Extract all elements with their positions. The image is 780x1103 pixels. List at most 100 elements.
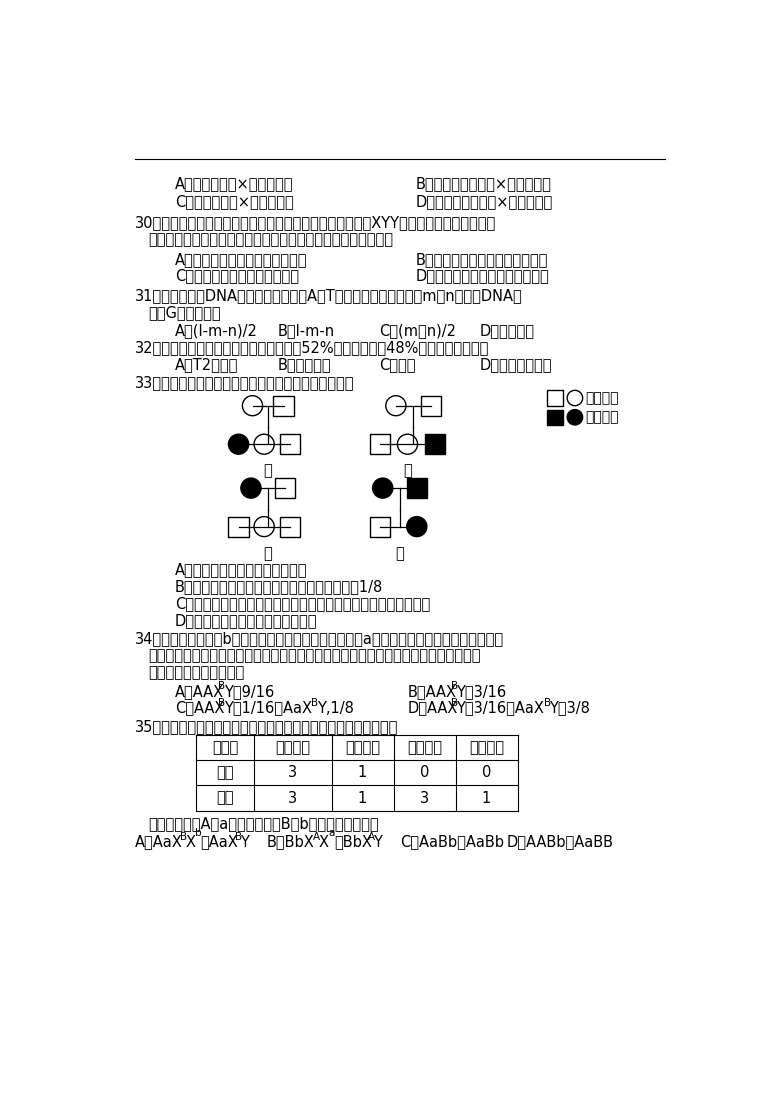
Text: Y,1/8: Y,1/8 (317, 700, 353, 716)
Bar (274, 396, 293, 416)
Text: B: B (451, 697, 458, 707)
Text: 红眼残翅: 红眼残翅 (345, 740, 380, 754)
Text: 表现型: 表现型 (212, 740, 238, 754)
Bar (275, 478, 295, 499)
Text: B: B (544, 697, 551, 707)
Text: 3: 3 (289, 791, 297, 805)
Circle shape (373, 478, 393, 499)
Text: D．AAX: D．AAX (407, 700, 458, 716)
Text: 31．已知某双链DNA片断的一条链上，A与T分别占该链碱基总数的m、n，则此DNA片: 31．已知某双链DNA片断的一条链上，A与T分别占该链碱基总数的m、n，则此DN… (135, 288, 523, 303)
Text: D．AABb、AaBB: D．AABb、AaBB (507, 835, 614, 849)
Text: 者的病因与父母中的哪一方有关？后者的病因发生在什么时期？: 者的病因与父母中的哪一方有关？后者的病因发生在什么时期？ (148, 233, 393, 247)
Text: X: X (185, 835, 195, 849)
Circle shape (229, 435, 249, 454)
Text: A．AAX: A．AAX (175, 684, 224, 698)
Text: B: B (218, 697, 225, 707)
Text: A: A (313, 832, 320, 842)
Circle shape (406, 516, 427, 537)
Text: 1: 1 (358, 765, 367, 780)
Text: C．白眼雌果蝇×红眼雄果蝇: C．白眼雌果蝇×红眼雄果蝇 (175, 194, 294, 208)
Text: 白眼残翅: 白眼残翅 (469, 740, 504, 754)
Text: Y，1/16，AaX: Y，1/16，AaX (224, 700, 312, 716)
Text: 基因型及其机率分别是：: 基因型及其机率分别是： (148, 665, 244, 681)
Text: 丁: 丁 (395, 546, 404, 560)
Text: Y，3/16，AaX: Y，3/16，AaX (456, 700, 544, 716)
Text: 35．红眼长翅的雌、雄果蝇相互交配，后代表现型及比例如下表：: 35．红眼长翅的雌、雄果蝇相互交配，后代表现型及比例如下表： (135, 719, 398, 735)
Text: Y: Y (374, 835, 382, 849)
Text: B．杂合红眼雌果蝇×红眼雄果蝇: B．杂合红眼雌果蝇×红眼雄果蝇 (415, 176, 551, 191)
Text: 1: 1 (482, 791, 491, 805)
Text: B: B (311, 697, 318, 707)
Text: 设眼色基因为A、a，翅长基因为B、b。亲本的基因型是: 设眼色基因为A、a，翅长基因为B、b。亲本的基因型是 (148, 816, 378, 832)
Text: D．无法确定: D．无法确定 (480, 323, 534, 339)
Text: B．丁中这对夫妇再生一个女儿，正常的概率为1/8: B．丁中这对夫妇再生一个女儿，正常的概率为1/8 (175, 579, 383, 593)
Text: 红眼长翅: 红眼长翅 (275, 740, 310, 754)
Text: a: a (328, 827, 335, 837)
Text: A．与父亲有关、减数第一次分裂: A．与父亲有关、减数第一次分裂 (175, 251, 307, 267)
Text: 、AaX: 、AaX (200, 835, 239, 849)
Text: C．AAX: C．AAX (175, 700, 225, 716)
Text: B．AAX: B．AAX (407, 684, 456, 698)
Text: 白眼长翅: 白眼长翅 (407, 740, 442, 754)
Bar (279, 516, 300, 537)
Text: A．白眼雌果蝇×白眼雄果蝇: A．白眼雌果蝇×白眼雄果蝇 (175, 176, 293, 191)
Text: 0: 0 (420, 765, 429, 780)
Text: B: B (179, 832, 186, 842)
Text: 3: 3 (289, 765, 297, 780)
Text: Y，9/16: Y，9/16 (224, 684, 274, 698)
Bar (370, 435, 391, 454)
Bar (547, 409, 562, 425)
Text: B．与母亲有关、减数第二次分裂: B．与母亲有关、减数第二次分裂 (415, 251, 548, 267)
Text: D．烟草花叶病毒: D．烟草花叶病毒 (480, 357, 552, 372)
Bar (229, 516, 249, 537)
Text: C．乙中若父亲携带致病基因，则该遗传病为常染色体隐性遗传病: C．乙中若父亲携带致病基因，则该遗传病为常染色体隐性遗传病 (175, 596, 431, 611)
Text: C．与父母亲都有关、受精作用: C．与父母亲都有关、受精作用 (175, 268, 299, 282)
Text: B．大肠杆菌: B．大肠杆菌 (278, 357, 332, 372)
Bar (279, 435, 300, 454)
Bar (420, 396, 441, 416)
Text: 甲: 甲 (264, 463, 272, 479)
Text: A．甲和乙中的遗传方式完全一样: A．甲和乙中的遗传方式完全一样 (175, 563, 307, 577)
Text: B: B (451, 681, 458, 690)
Text: 雌蝇: 雌蝇 (216, 765, 234, 780)
Text: A．T2噬菌体: A．T2噬菌体 (175, 357, 239, 372)
Circle shape (567, 409, 583, 425)
Text: C．(m＋n)/2: C．(m＋n)/2 (379, 323, 456, 339)
Bar (547, 390, 562, 406)
Text: 33．如图为四个遗传系谱图，下列有关叙述，正确的是: 33．如图为四个遗传系谱图，下列有关叙述，正确的是 (135, 375, 354, 389)
Text: Y，3/16: Y，3/16 (456, 684, 506, 698)
Text: 患病男女: 患病男女 (586, 410, 619, 425)
Text: 雄蝇: 雄蝇 (216, 791, 234, 805)
Circle shape (241, 478, 261, 499)
Text: C．AaBb、AaBb: C．AaBb、AaBb (399, 835, 504, 849)
Text: D．杂合红眼雌果蝇×白眼雄果蝇: D．杂合红眼雌果蝇×白眼雄果蝇 (415, 194, 552, 208)
Text: A．(l-m-n)/2: A．(l-m-n)/2 (175, 323, 258, 339)
Text: 0: 0 (482, 765, 491, 780)
Text: 30．一对表现正常的夫妇，生了一个孩子既是红绿色盲又是XYY的患者，从根本上说，前: 30．一对表现正常的夫妇，生了一个孩子既是红绿色盲又是XYY的患者，从根本上说，… (135, 215, 496, 231)
Text: Y: Y (240, 835, 249, 849)
Text: B: B (235, 832, 242, 842)
Text: A．AaX: A．AaX (135, 835, 183, 849)
Text: B: B (218, 681, 225, 690)
Text: b: b (195, 827, 202, 837)
Text: 1: 1 (358, 791, 367, 805)
Text: 乙: 乙 (403, 463, 412, 479)
Text: D．与母亲有关、减数第一次分裂: D．与母亲有关、减数第一次分裂 (415, 268, 549, 282)
Text: 正常的夫妇，生了一个既患聋哑又患色盲的男孩。请推测这对夫妇再生一个正常男孩的: 正常的夫妇，生了一个既患聋哑又患色盲的男孩。请推测这对夫妇再生一个正常男孩的 (148, 649, 480, 663)
Text: A: A (368, 832, 375, 842)
Text: 、BbX: 、BbX (334, 835, 372, 849)
Text: 断中G所占比例为: 断中G所占比例为 (148, 304, 221, 320)
Text: 丙: 丙 (264, 546, 272, 560)
Text: X: X (318, 835, 328, 849)
Bar (370, 516, 391, 537)
Text: 32．某生物核酸的碱基组成，嘌呤碱基占52%，嘧啶碱基占48%，此生物一定不是: 32．某生物核酸的碱基组成，嘌呤碱基占52%，嘧啶碱基占48%，此生物一定不是 (135, 340, 489, 355)
Text: 34．人的红绿色盲（b）属于伴性遗传，而先天性聋哑（a）属于常染色体遗传。一对表现型: 34．人的红绿色盲（b）属于伴性遗传，而先天性聋哑（a）属于常染色体遗传。一对表… (135, 631, 504, 646)
Text: B．l-m-n: B．l-m-n (278, 323, 335, 339)
Bar (424, 435, 445, 454)
Text: Y，3/8: Y，3/8 (549, 700, 590, 716)
Bar (406, 478, 427, 499)
Text: B．BbX: B．BbX (267, 835, 314, 849)
Text: C．青霉: C．青霉 (379, 357, 415, 372)
Text: 正常男女: 正常男女 (586, 390, 619, 405)
Text: 3: 3 (420, 791, 429, 805)
